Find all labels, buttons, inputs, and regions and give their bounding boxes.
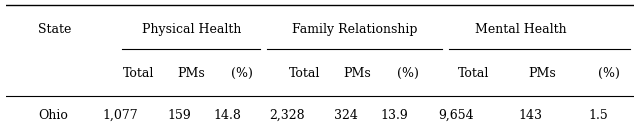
Text: 1,077: 1,077 (102, 109, 138, 122)
Text: Mental Health: Mental Health (475, 23, 566, 36)
Text: (%): (%) (230, 67, 253, 80)
Text: Family Relationship: Family Relationship (292, 23, 417, 36)
Text: Total: Total (289, 67, 320, 80)
Text: 13.9: 13.9 (380, 109, 408, 122)
Text: Ohio: Ohio (38, 109, 68, 122)
Text: 159: 159 (168, 109, 191, 122)
Text: (%): (%) (397, 67, 419, 80)
Text: PMs: PMs (177, 67, 205, 80)
Text: 324: 324 (333, 109, 358, 122)
Text: 14.8: 14.8 (214, 109, 242, 122)
Text: 2,328: 2,328 (269, 109, 305, 122)
Text: 143: 143 (518, 109, 543, 122)
Text: 9,654: 9,654 (438, 109, 474, 122)
Text: (%): (%) (598, 67, 620, 80)
Text: 1.5: 1.5 (589, 109, 609, 122)
Text: Total: Total (458, 67, 490, 80)
Text: State: State (38, 23, 71, 36)
Text: PMs: PMs (344, 67, 371, 80)
Text: PMs: PMs (529, 67, 557, 80)
Text: Physical Health: Physical Health (141, 23, 241, 36)
Text: Total: Total (122, 67, 154, 80)
